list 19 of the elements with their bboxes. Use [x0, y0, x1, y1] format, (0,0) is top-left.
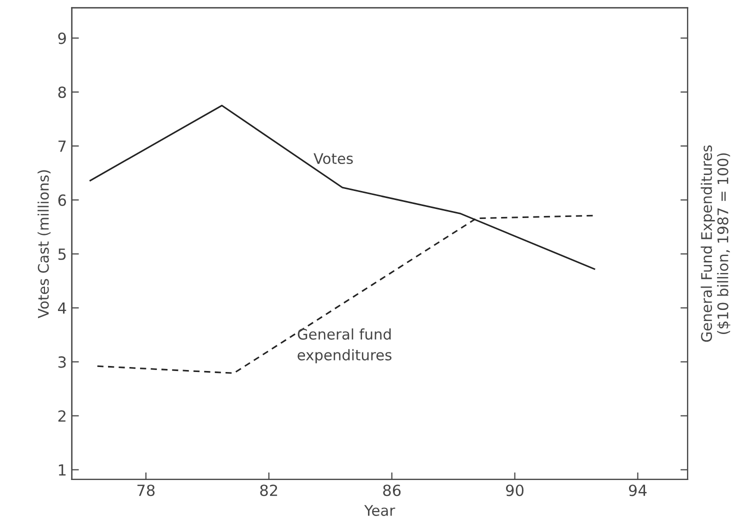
annotation: General fund expenditures — [298, 328, 392, 364]
y-tick-label: 6 — [58, 194, 66, 206]
y-tick-label: 8 — [58, 86, 66, 98]
y-tick-label: 3 — [58, 356, 66, 368]
x-tick-label: 90 — [506, 484, 524, 496]
y-tick-label: 5 — [58, 248, 66, 260]
y-tick-label: 7 — [58, 140, 66, 152]
x-tick-label: 94 — [628, 484, 647, 496]
x-tick-label: 78 — [137, 484, 155, 496]
annotation: Votes — [314, 153, 353, 164]
y2-axis-title: General Fund Expenditures ($10 billion, 1987 = 100) — [700, 145, 730, 342]
x-tick-label: 82 — [260, 484, 278, 496]
y-axis-title: Votes Cast (millions) — [38, 170, 51, 318]
y-tick-label: 2 — [58, 410, 66, 422]
y-tick-label: 4 — [58, 302, 66, 314]
y-tick-label: 1 — [58, 464, 66, 476]
y-tick-label: 9 — [58, 32, 66, 44]
x-axis-title: Year — [364, 505, 396, 516]
x-tick-label: 86 — [383, 484, 401, 496]
